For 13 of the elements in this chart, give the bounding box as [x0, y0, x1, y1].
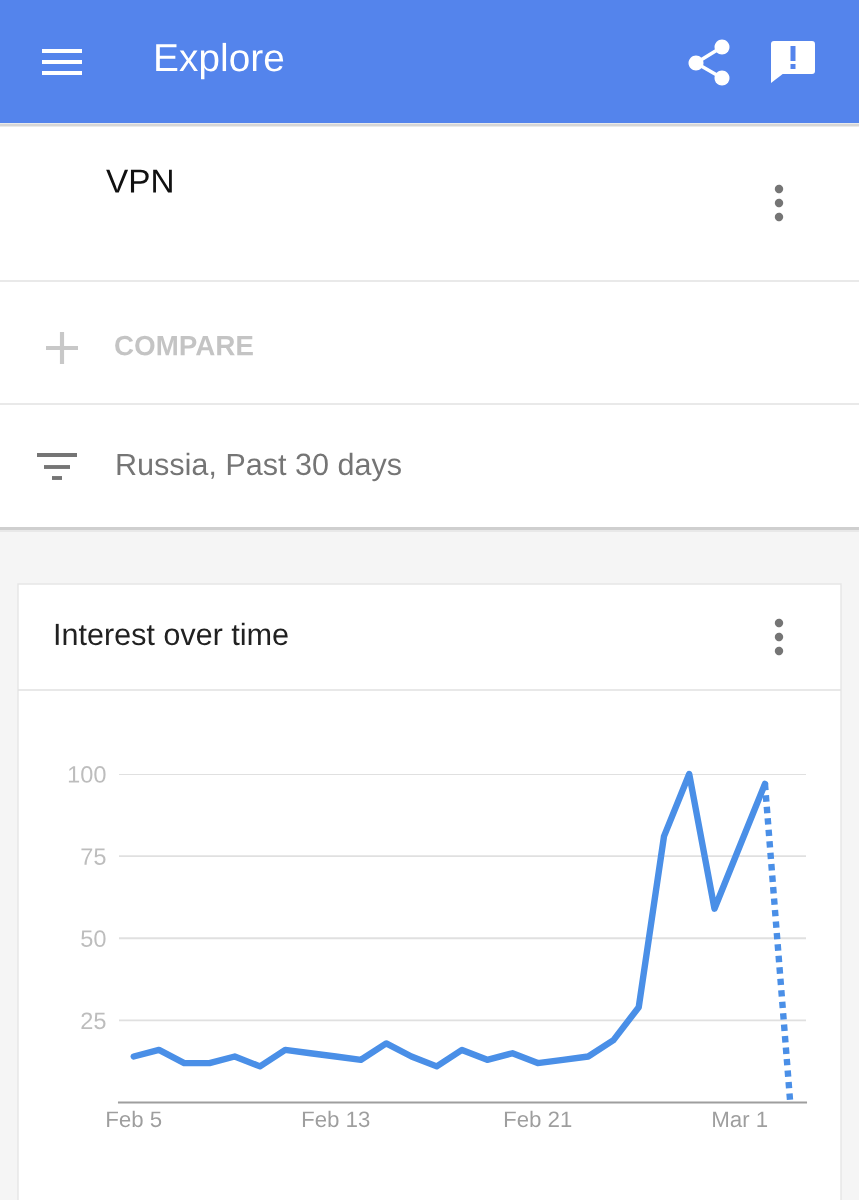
x-tick-label: Feb 21: [504, 1110, 572, 1128]
chart-title: Interest over time: [55, 622, 288, 646]
y-tick-label: 50: [81, 930, 106, 948]
x-tick-label: Feb 13: [302, 1110, 370, 1128]
text: Explore: [156, 42, 284, 80]
y-tick-label: 25: [81, 1012, 106, 1030]
text: COMPARE: [115, 335, 253, 356]
y-tick-label: 100: [68, 766, 106, 783]
x-tick-label: Feb 5: [107, 1110, 162, 1128]
text: Russia, Past 30 days: [117, 452, 401, 482]
x-tick-label: Mar 1: [713, 1111, 768, 1128]
text: VPN: [106, 169, 172, 193]
y-tick-label: 75: [81, 848, 106, 865]
